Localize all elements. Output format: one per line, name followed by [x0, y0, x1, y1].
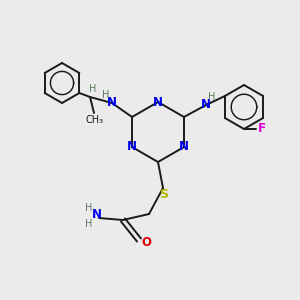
Text: O: O — [141, 236, 151, 250]
Text: H: H — [208, 92, 216, 102]
Text: N: N — [92, 208, 102, 221]
Text: N: N — [153, 95, 163, 109]
Text: N: N — [107, 97, 117, 110]
Text: H: H — [89, 84, 97, 94]
Text: N: N — [201, 98, 211, 112]
Text: H: H — [102, 90, 110, 100]
Text: N: N — [127, 140, 137, 154]
Text: H: H — [85, 203, 93, 213]
Text: N: N — [179, 140, 189, 154]
Text: S: S — [160, 188, 169, 202]
Text: H: H — [85, 219, 93, 229]
Text: F: F — [258, 122, 266, 136]
Text: CH₃: CH₃ — [86, 115, 104, 125]
